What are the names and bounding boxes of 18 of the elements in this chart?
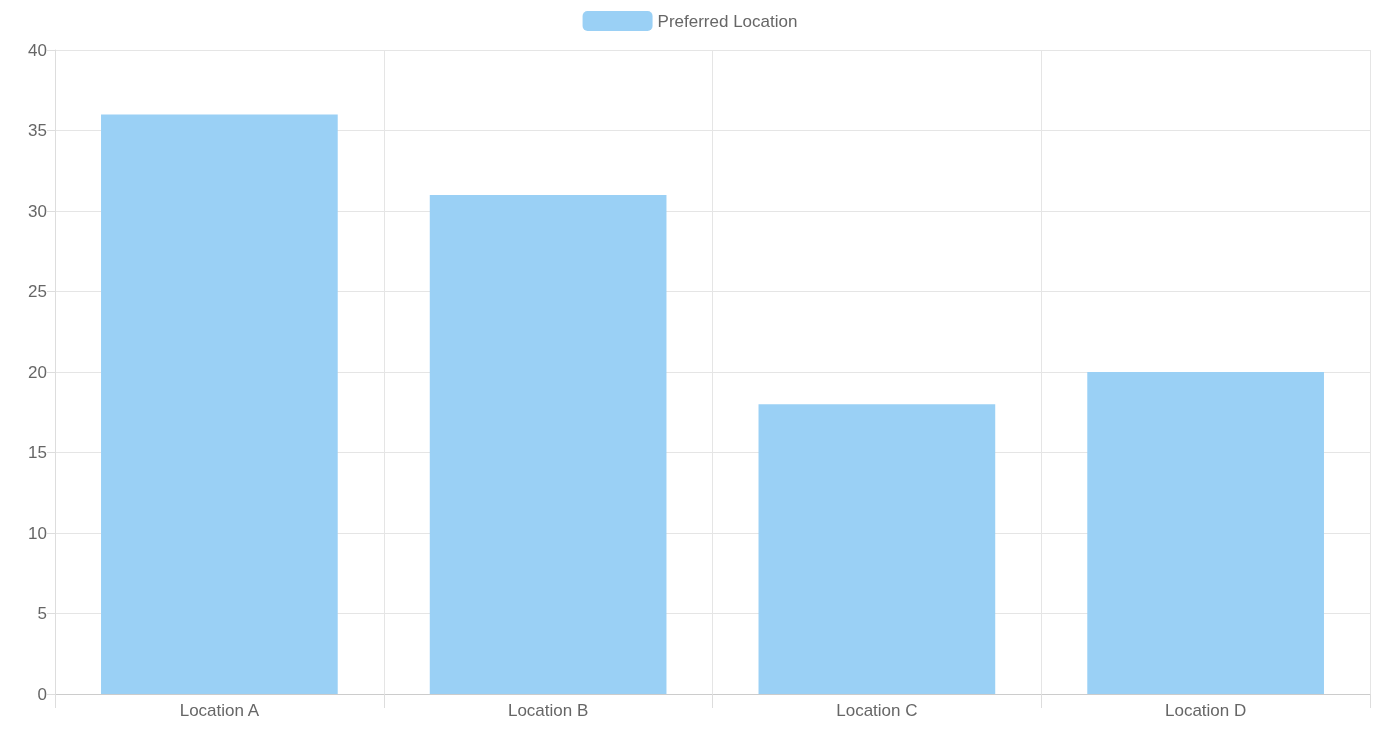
bar bbox=[101, 114, 338, 694]
x-tick-label: Location D bbox=[1164, 701, 1247, 720]
legend-label: Preferred Location bbox=[657, 11, 798, 31]
y-tick-label: 0 bbox=[37, 684, 47, 704]
y-tick-label: 20 bbox=[28, 362, 47, 382]
y-tick-label: 5 bbox=[37, 604, 47, 623]
bar bbox=[1087, 372, 1324, 694]
x-tick-label: Location C bbox=[836, 701, 918, 720]
x-tick-label: Location B bbox=[507, 701, 589, 720]
bar bbox=[429, 194, 667, 694]
y-tick-label: 30 bbox=[28, 201, 47, 221]
y-tick-label: 40 bbox=[28, 40, 47, 60]
x-tick-label: Location A bbox=[179, 701, 260, 720]
y-tick-label: 10 bbox=[28, 523, 47, 543]
y-tick-label: 25 bbox=[28, 282, 47, 301]
bar bbox=[758, 404, 996, 694]
y-tick-label: 35 bbox=[28, 121, 47, 140]
y-tick-label: 15 bbox=[28, 443, 47, 462]
